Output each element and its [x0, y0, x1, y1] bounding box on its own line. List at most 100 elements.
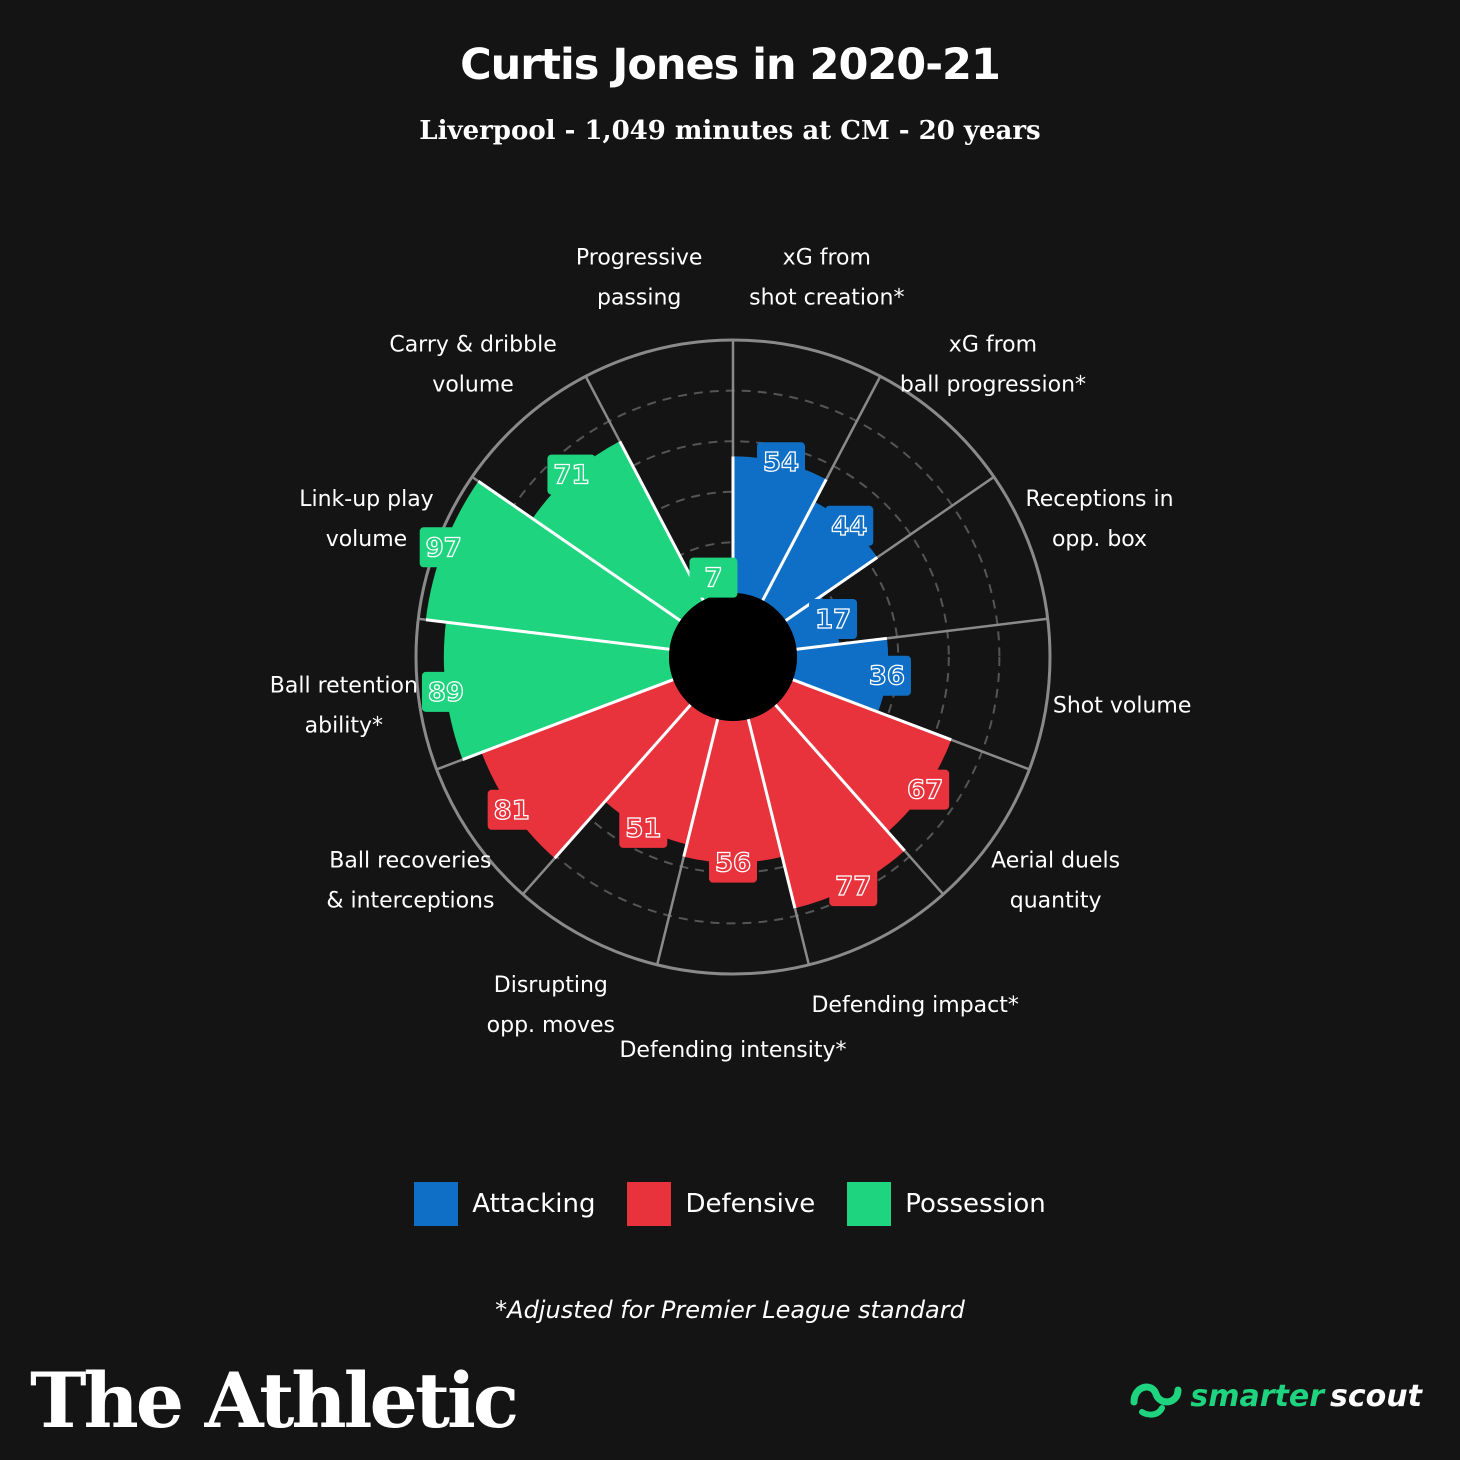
value-badge-11 [419, 527, 468, 568]
spoke-outer-9 [521, 857, 556, 896]
category-label-11: Link-up play volume [299, 487, 433, 552]
category-label-3: Receptions in opp. box [1025, 487, 1173, 552]
category-label-line: Receptions in [1025, 487, 1173, 512]
category-label-line: ball progression* [900, 373, 1086, 398]
category-label-7: Defending intensity* [619, 1038, 846, 1063]
category-label-line: Progressive [576, 245, 703, 270]
chart-title: Curtis Jones in 2020-21 [460, 40, 1001, 90]
legend-swatch-attacking [414, 1182, 459, 1226]
value-badge-9 [487, 789, 536, 830]
value-badge-13 [689, 557, 738, 598]
category-label-line: Shot volume [1053, 693, 1192, 718]
spoke-inner-7 [746, 718, 797, 909]
value-badge-5 [901, 769, 950, 810]
smarterscout-logo-icon [1130, 1383, 1182, 1418]
spoke-outer-7 [793, 907, 811, 966]
category-label-line: Disrupting [494, 973, 608, 998]
value-badge-8 [619, 807, 668, 848]
smarterscout-logo: smarter scout [1128, 1372, 1422, 1420]
value-badge-1 [757, 442, 806, 483]
value-label-3: 17 [815, 605, 851, 635]
spoke-inner-8 [682, 718, 720, 858]
legend-item-possession: Possession [847, 1182, 1046, 1226]
value-label-8: 51 [625, 814, 661, 844]
category-label-line: Aerial duels [991, 849, 1120, 874]
value-label-9: 81 [494, 796, 530, 826]
category-label-line: xG from [949, 333, 1037, 358]
category-label-line: xG from [783, 245, 871, 270]
value-label-4: 36 [869, 662, 905, 692]
bar-1 [733, 456, 827, 601]
value-badge-3 [809, 599, 858, 640]
legend-label-attacking: Attacking [472, 1189, 596, 1219]
category-label-1: xG from shot creation* [749, 245, 904, 310]
category-label-line: Ball retention [270, 673, 418, 698]
spoke-outer-3 [876, 475, 995, 559]
legend: Attacking Defensive Possession [0, 1182, 1460, 1226]
category-label-line: & interceptions [326, 889, 494, 914]
value-label-11: 97 [426, 533, 462, 563]
spoke-inner-12 [477, 480, 682, 622]
legend-item-defensive: Defensive [627, 1182, 815, 1226]
legend-swatch-possession [847, 1182, 892, 1226]
value-label-1: 54 [763, 448, 799, 478]
category-label-line: shot creation* [749, 285, 904, 310]
spoke-inner-10 [462, 678, 674, 761]
category-label-line: Link-up play [299, 487, 433, 512]
spoke-inner-6 [774, 703, 906, 852]
spoke-inner-2 [761, 478, 828, 602]
value-label-6: 77 [835, 872, 871, 902]
spoke-inner-9 [553, 703, 692, 860]
the-athletic-logo: The Athletic [30, 1356, 519, 1445]
category-label-10: Ball retention ability* [270, 673, 418, 738]
spoke-inner-13 [618, 440, 705, 602]
value-badge-12 [547, 454, 596, 495]
spoke-inner-4 [796, 636, 888, 651]
outer-ring [414, 338, 1052, 976]
value-badge-6 [829, 866, 878, 907]
spoke-outer-4 [886, 617, 1048, 640]
spoke-inner-5 [792, 678, 952, 742]
category-label-line: quantity [1010, 889, 1102, 914]
smarterscout-word-b: scout [1330, 1378, 1422, 1414]
footnote: *Adjusted for Premier League standard [495, 1296, 965, 1324]
legend-label-possession: Possession [905, 1189, 1046, 1219]
value-label-12: 71 [553, 461, 589, 491]
bar-11 [425, 481, 681, 650]
value-label-7: 56 [715, 849, 751, 879]
category-label-13: Progressive passing [576, 245, 703, 310]
chart-subtitle: Liverpool - 1,049 minutes at CM - 20 yea… [419, 116, 1041, 146]
category-label-line: Defending impact* [811, 993, 1018, 1018]
spoke-outer-13 [584, 375, 621, 442]
bar-10 [443, 622, 674, 760]
spoke-outer-8 [655, 856, 685, 966]
category-label-line: Carry & dribble [389, 333, 556, 358]
category-label-line: volume [326, 527, 408, 552]
value-label-13: 7 [704, 564, 722, 594]
center-hole [669, 593, 797, 721]
spoke-outer-6 [903, 849, 945, 896]
category-label-line: Ball recoveries [329, 849, 491, 874]
spoke-outer-2 [825, 375, 882, 480]
value-badge-10 [421, 671, 470, 712]
legend-swatch-defensive [627, 1182, 672, 1226]
spoke-inner-3 [784, 556, 879, 622]
category-label-line: Defending intensity* [619, 1038, 846, 1063]
category-label-2: xG from ball progression* [900, 333, 1086, 398]
value-badge-7 [709, 842, 757, 883]
spoke-inner-11 [425, 618, 670, 651]
category-label-line: opp. box [1052, 527, 1147, 552]
value-badge-4 [862, 655, 911, 696]
bar-6 [748, 704, 905, 909]
category-label-9: Ball recoveries & interceptions [326, 849, 494, 914]
value-badge-2 [825, 505, 874, 546]
legend-label-defensive: Defensive [685, 1189, 816, 1219]
value-label-10: 89 [428, 678, 464, 708]
value-label-5: 67 [907, 776, 943, 806]
category-label-line: passing [597, 285, 681, 310]
spoke-outer-5 [950, 738, 1030, 771]
category-label-6: Defending impact* [811, 993, 1018, 1018]
category-label-line: opp. moves [487, 1013, 615, 1038]
spoke-outer-10 [436, 758, 464, 771]
